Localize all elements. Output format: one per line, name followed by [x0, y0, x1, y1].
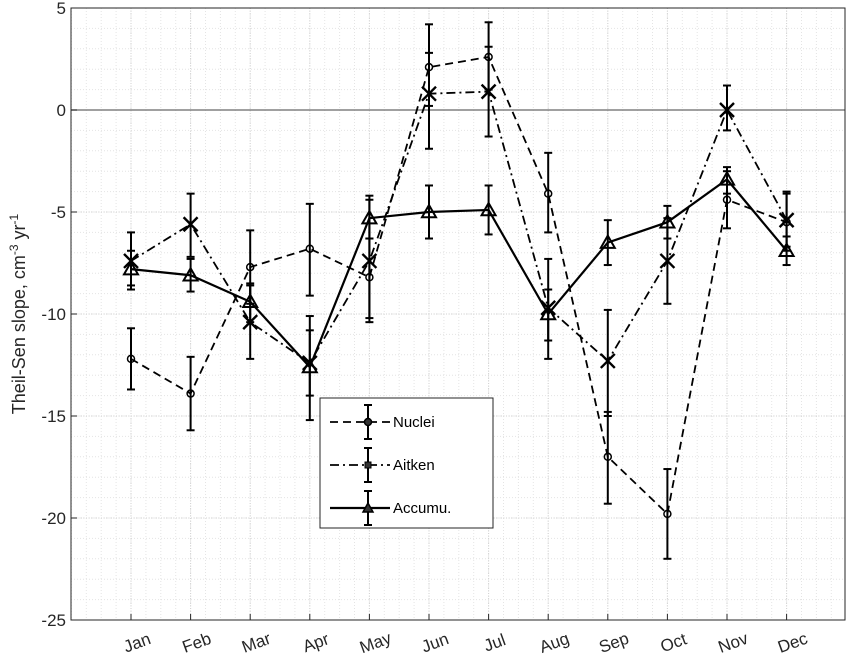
data-point — [241, 292, 259, 309]
data-point — [599, 353, 616, 369]
legend-marker — [361, 501, 375, 513]
legend-entry: Nuclei — [330, 404, 435, 440]
x-tick-label: Sep — [596, 629, 631, 657]
legend-marker — [364, 461, 372, 469]
x-tick-label: Oct — [658, 629, 690, 656]
legend: Nuclei Aitken Accumu. — [319, 397, 494, 529]
data-point — [360, 209, 379, 225]
data-point — [719, 102, 735, 118]
data-point — [659, 253, 676, 269]
data-point — [420, 202, 438, 219]
y-axis-title-mid: yr — [9, 224, 29, 244]
data-point — [722, 195, 732, 205]
x-tick-label: Nov — [716, 629, 751, 657]
data-point — [599, 233, 617, 249]
data-point — [186, 389, 195, 398]
series-line — [130, 177, 788, 370]
data-point — [421, 85, 437, 102]
y-axis-title-sup1: -3 — [7, 244, 21, 255]
y-tick-label: -20 — [41, 509, 66, 528]
legend-box — [319, 397, 494, 529]
data-point — [777, 241, 796, 258]
data-point — [361, 253, 378, 269]
x-tick-label: Jul — [481, 630, 508, 655]
data-point — [245, 262, 255, 272]
y-tick-label: 0 — [57, 101, 66, 120]
data-point — [658, 213, 677, 229]
data-point — [479, 200, 498, 217]
series-layer — [122, 21, 796, 560]
legend-label: Nuclei — [393, 414, 435, 431]
series-aitken — [123, 45, 795, 417]
data-point — [182, 216, 199, 233]
data-point — [301, 358, 319, 374]
x-tick-label: Dec — [775, 629, 810, 657]
data-point — [480, 83, 497, 100]
legend-label: Aitken — [393, 457, 435, 474]
series-line — [130, 55, 787, 516]
y-tick-label: -5 — [51, 203, 66, 222]
data-point — [543, 189, 553, 198]
y-tick-label: -10 — [41, 305, 66, 324]
x-tick-label: Jun — [419, 629, 451, 656]
y-axis-title-sup2: -1 — [7, 213, 21, 224]
legend-entry: Accumu. — [330, 490, 451, 526]
series-accumu — [122, 166, 796, 422]
data-point — [181, 266, 200, 282]
data-point — [663, 509, 672, 519]
x-tick-label: Feb — [180, 629, 214, 657]
legend-label: Accumu. — [393, 500, 451, 517]
x-tick-label: May — [357, 628, 394, 657]
data-point — [122, 260, 140, 276]
y-axis-title: Theil-Sen slope, cm-3 yr-1 — [7, 213, 29, 414]
x-tick-label: Mar — [239, 629, 273, 657]
y-tick-labels: 5 0 -5 -10 -15 -20 -25 — [41, 0, 77, 630]
x-tick-label: Aug — [537, 629, 572, 657]
x-tick-label: Apr — [300, 629, 332, 656]
data-point — [539, 304, 557, 321]
y-axis-title-main: Theil-Sen slope, cm — [9, 255, 29, 414]
legend-marker — [363, 417, 373, 427]
series-line — [130, 90, 788, 365]
data-point — [603, 452, 613, 462]
y-tick-label: -15 — [41, 407, 66, 426]
data-point — [778, 212, 795, 229]
legend-entry: Aitken — [330, 447, 435, 483]
data-point — [718, 170, 736, 186]
data-point — [126, 354, 136, 364]
y-tick-label: 5 — [57, 0, 66, 18]
x-tick-label: Jan — [121, 629, 153, 656]
y-tick-label: -25 — [41, 611, 66, 630]
data-point — [305, 244, 315, 253]
